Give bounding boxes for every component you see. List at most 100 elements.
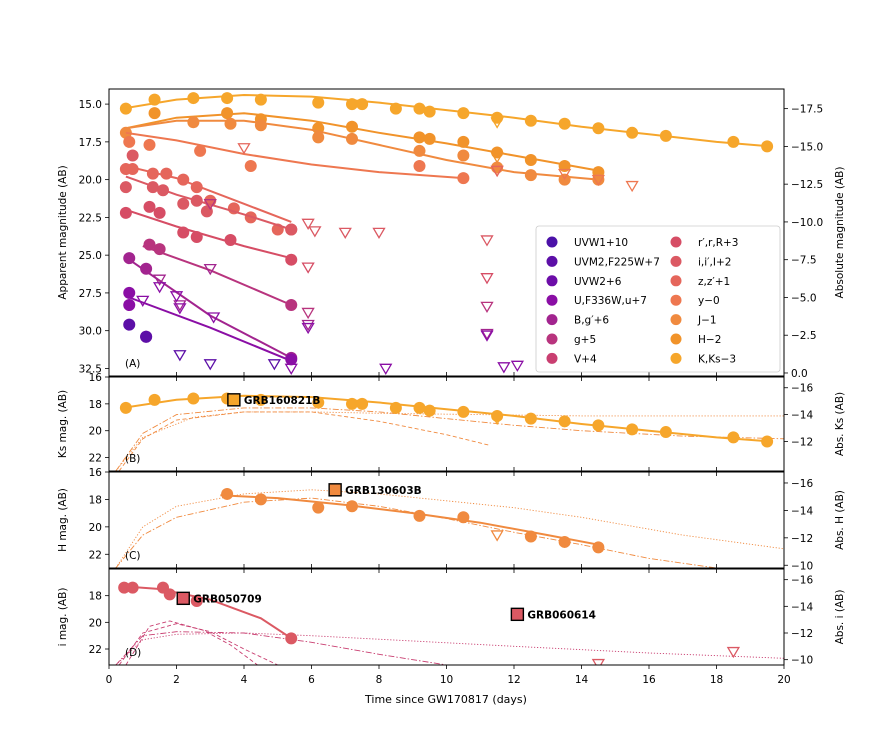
- series-i-data-point: [190, 194, 203, 207]
- series-z-data-point: [177, 173, 190, 186]
- x-tick-label: 0: [106, 674, 113, 686]
- panel-C-fit-line: [220, 494, 599, 546]
- legend-marker: [546, 275, 558, 287]
- legend-marker: [670, 333, 682, 345]
- y-tick-label: 20: [89, 522, 102, 534]
- legend-marker: [546, 294, 558, 306]
- series-u-upper-limit: [497, 362, 511, 374]
- panel-B-data-point: [389, 401, 402, 414]
- y-tick-label: 22: [89, 644, 102, 656]
- panel-B-data-point: [457, 405, 470, 418]
- panel-C: 16 18 20 22 −16 −14 −12 −10 H mag. (AB) Abs. H (A…: [57, 467, 846, 572]
- panel-frame: [108, 88, 785, 377]
- panel-B-data-point: [187, 392, 200, 405]
- series-y-data-point: [194, 144, 207, 157]
- panel-frame: [108, 376, 785, 472]
- y-tick-label-right: −16: [791, 383, 813, 395]
- series-z-data-point: [190, 181, 203, 194]
- legend-label: i,i′,I+2: [698, 256, 731, 268]
- series-k-data-point: [221, 92, 234, 105]
- legend-marker: [546, 333, 558, 345]
- y-tick-label-right: −12: [791, 533, 813, 545]
- series-k-data-point: [457, 107, 470, 120]
- series-u-upper-limit: [206, 312, 221, 324]
- series-i-upper-limit: [308, 226, 322, 238]
- series-j-data-point: [119, 126, 132, 139]
- series-h-data-point: [148, 107, 161, 120]
- panel-B-data-point: [254, 393, 267, 406]
- series-g-upper-limit: [203, 199, 217, 211]
- series-r-data-point: [153, 206, 166, 219]
- series-g-upper-limit: [301, 307, 315, 320]
- series-y-upper-limit: [625, 180, 639, 193]
- panel-D-fit-line: [122, 585, 292, 640]
- legend-marker: [670, 314, 682, 326]
- series-i-upper-limit: [480, 235, 494, 247]
- y-tick-label-right: −16: [791, 478, 813, 490]
- panel-B-data-point: [356, 397, 369, 410]
- y-tick-label-right: −17.5: [791, 104, 823, 116]
- series-j-data-point: [346, 132, 358, 145]
- series-k-data-point: [592, 122, 605, 135]
- y-axis-label: Ks mag. (AB): [57, 390, 69, 458]
- series-k-data-point: [148, 93, 161, 106]
- series-g-data-point: [153, 243, 166, 256]
- series-z-data-point: [126, 163, 139, 176]
- panel-C-data-point: [457, 511, 470, 524]
- y-tick-label-right: −12: [791, 628, 813, 640]
- panel-B-data-point: [727, 431, 740, 444]
- panel-B-data-point: [312, 396, 325, 409]
- series-r-upper-limit: [301, 262, 315, 274]
- panel-B-plot-area: [115, 392, 784, 471]
- y-axis-label-right: Abs. i (AB): [834, 590, 846, 645]
- y-tick-label-right: 0.0: [791, 368, 808, 380]
- y-axis-label: Apparent magnitude (AB): [57, 165, 69, 299]
- series-g-data-point: [285, 299, 298, 312]
- series-k-data-point: [423, 105, 436, 118]
- y-axis-label-right: Abs. Ks (AB): [834, 392, 846, 456]
- y-tick-label-right: −10.0: [791, 217, 823, 229]
- series-z-data-point: [160, 167, 173, 180]
- grb-label: GRB060614: [527, 609, 596, 621]
- series-y-data-point: [413, 160, 426, 173]
- legend-label: z,z′+1: [698, 276, 730, 288]
- series-j-data-point: [592, 173, 605, 186]
- legend-marker: [670, 275, 682, 287]
- panel-C-data-point: [592, 541, 605, 554]
- grb-marker: [176, 591, 190, 606]
- series-k-data-point: [491, 111, 504, 124]
- series-u-upper-limit: [480, 330, 494, 342]
- grb-label: GRB160821B: [244, 395, 321, 407]
- x-tick-label: 16: [642, 674, 656, 686]
- panel-frame: [108, 471, 785, 569]
- series-g-fit-line: [142, 245, 292, 306]
- series-z-upper-limit: [237, 143, 251, 155]
- series-b-upper-limit: [152, 274, 167, 286]
- panel-C-data-point: [254, 493, 267, 506]
- series-g-data-point: [143, 238, 156, 251]
- series-r-upper-limit: [480, 273, 494, 285]
- series-r-data-point: [285, 253, 298, 266]
- grb-label: GRB050709: [193, 593, 262, 605]
- x-tick-label: 12: [507, 674, 520, 686]
- model-curve-dashed: [125, 620, 258, 665]
- series-j-data-point: [312, 131, 325, 144]
- panel-B-data-point: [346, 397, 358, 410]
- y-tick-label: 25.0: [79, 250, 102, 262]
- y-tick-label-right: −2.5: [791, 330, 817, 342]
- y-tick-label: 30.0: [79, 326, 102, 338]
- panel-D-upper-limit: [726, 646, 741, 659]
- series-u-upper-limit: [379, 363, 393, 375]
- panel-C-data-point: [413, 509, 426, 522]
- panel-D-data-point: [190, 595, 203, 607]
- series-h-data-point: [457, 135, 470, 148]
- series-r-data-point: [190, 231, 203, 244]
- series-u-data-point: [123, 299, 136, 312]
- panel-A-plot-area: [119, 92, 774, 375]
- model-curve-dotted: [115, 632, 784, 665]
- series-j-data-point: [524, 169, 537, 182]
- panel-C-data-point: [221, 487, 234, 500]
- series-k-data-point: [312, 96, 325, 109]
- model-curve-dashed: [118, 411, 491, 471]
- series-z-upper-limit: [490, 165, 504, 178]
